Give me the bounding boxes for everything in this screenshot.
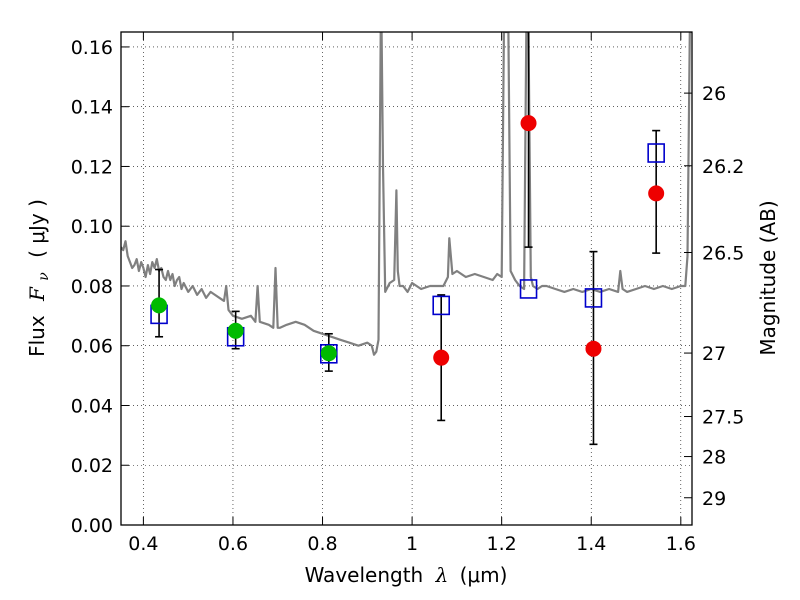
x-axis-label: Wavelength: [305, 563, 424, 587]
data-point: [433, 349, 450, 366]
data-point: [585, 340, 602, 357]
y2-tick-label: 26.5: [702, 243, 744, 265]
data-point: [320, 345, 337, 362]
y-tick-label: 0.10: [71, 216, 113, 238]
y2-tick-label: 28: [702, 447, 726, 469]
y-tick-label: 0.06: [71, 336, 113, 358]
model-square: [584, 288, 603, 308]
y-axis-label: Flux: [25, 315, 49, 357]
model-square: [647, 143, 665, 163]
y-axis-subscript: ν: [36, 272, 52, 281]
y-tick-label: 0.16: [71, 37, 113, 59]
marker-layer: [150, 115, 665, 366]
y2-tick-label: 27.5: [702, 407, 744, 429]
tick-layer: 0.4 0.6 0.8 1 1.2 1.4 1.6 0.00 0.02 0.04 0.06 0.08 0…: [71, 32, 744, 555]
y-tick-label: 0.04: [71, 395, 113, 417]
y-axis-symbol: F: [25, 286, 49, 302]
y-tick-label: 0.08: [71, 276, 113, 298]
y2-tick-label: 26.2: [702, 156, 744, 178]
data-point: [648, 185, 665, 202]
x-axis-title: Wavelength λ (μm): [305, 563, 508, 587]
model-square: [319, 343, 338, 364]
y-axis-unit: ( μJy ): [25, 199, 49, 258]
data-point: [151, 297, 168, 314]
spectrum-line: [121, 32, 692, 356]
x-tick-label: 0.8: [307, 533, 337, 555]
y-tick-label: 0.00: [71, 515, 113, 537]
x-axis-unit: (μm): [460, 563, 508, 587]
errorbar-layer: [155, 32, 661, 446]
x-tick-label: 0.6: [218, 533, 248, 555]
x-axis-symbol: λ: [435, 563, 449, 587]
x-tick-label: 1.2: [487, 533, 517, 555]
y2-tick-label: 26: [702, 83, 726, 105]
model-square: [432, 295, 451, 316]
y-axis-title: Flux F ν ( μJy ): [25, 199, 53, 357]
data-point: [227, 322, 244, 339]
model-square: [519, 279, 538, 299]
grid-layer: [121, 32, 692, 526]
x-tick-label: 1.4: [576, 533, 606, 555]
y-tick-label: 0.02: [71, 455, 113, 477]
y2-tick-label: 29: [702, 488, 726, 510]
y-tick-label: 0.14: [71, 97, 113, 119]
y-tick-label: 0.12: [71, 156, 113, 178]
spectrum-layer: [121, 32, 692, 356]
data-point: [520, 115, 537, 132]
plot-frame: [120, 31, 693, 526]
x-tick-label: 1.6: [666, 533, 696, 555]
x-tick-label: 1: [406, 533, 418, 555]
y2-tick-label: 27: [702, 343, 726, 365]
y2-axis-title: Magnitude (AB): [756, 200, 780, 355]
x-tick-label: 0.4: [128, 533, 158, 555]
